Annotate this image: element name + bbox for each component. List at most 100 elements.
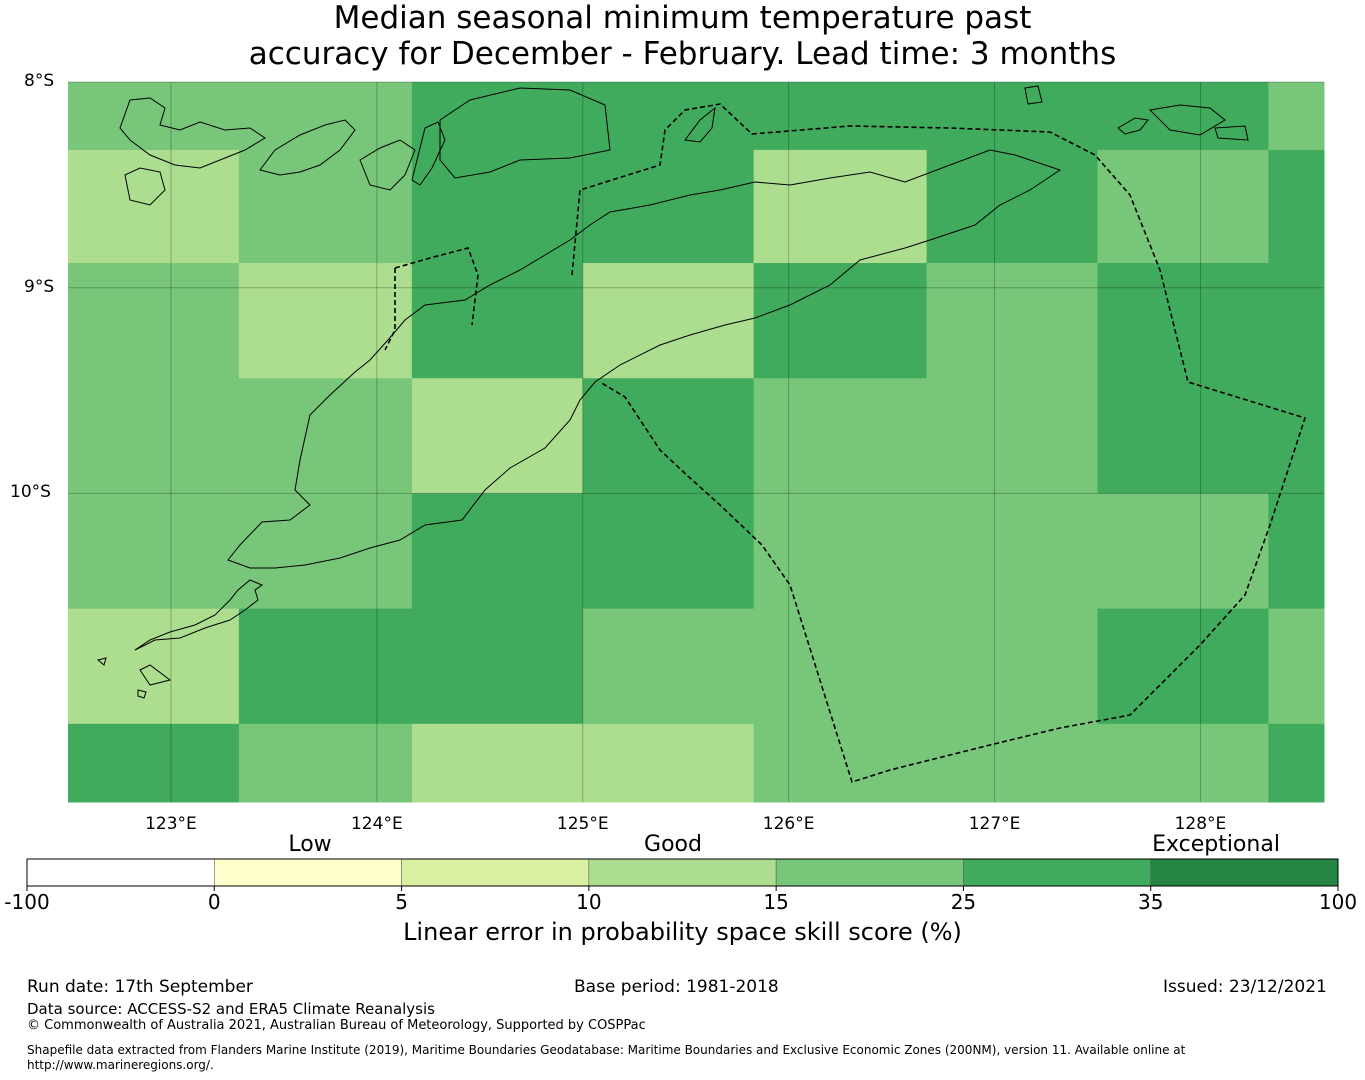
colorbar-tick-label: 35	[1137, 890, 1164, 914]
colorbar-swatch	[26, 858, 215, 887]
colorbar-tick-label: 0	[207, 890, 221, 914]
colorbar-swatch	[775, 858, 964, 887]
grid-cell	[926, 82, 1099, 151]
grid-cell	[753, 82, 928, 151]
colorbar-swatch	[401, 858, 590, 887]
grid-cell	[238, 493, 413, 610]
grid-cell	[1268, 263, 1325, 379]
grid-cell	[68, 378, 240, 494]
colorbar-tick-label: 25	[950, 890, 977, 914]
colorbar-title: Linear error in probability space skill …	[403, 918, 962, 946]
grid-cell	[411, 263, 584, 379]
grid-cell	[411, 723, 584, 803]
grid-cell	[68, 263, 240, 379]
grid-cell	[238, 378, 413, 494]
colorbar-tick-label: 10	[576, 890, 602, 914]
lat-tick-label: 9°S	[24, 276, 55, 297]
copyright: © Commonwealth of Australia 2021, Austra…	[27, 1018, 646, 1033]
shapefile-credit-line1: Shapefile data extracted from Flanders M…	[27, 1043, 1186, 1057]
grid-cell	[1097, 493, 1269, 610]
grid-cell	[68, 149, 240, 264]
colorbar-category-good: Good	[644, 832, 702, 857]
grid-cell	[926, 723, 1099, 803]
lon-tick-label: 126°E	[762, 814, 815, 834]
coastlines	[96, 85, 1249, 699]
grid-cell	[1097, 82, 1269, 151]
colorbar-tick-label: 100	[1318, 890, 1358, 914]
colorbar-tick-label: 15	[763, 890, 789, 914]
grid-cell	[582, 378, 755, 494]
grid-cell	[1268, 493, 1325, 610]
grid-cell	[926, 263, 1099, 379]
grid-cell	[411, 608, 584, 725]
colorbar-swatch	[1150, 858, 1339, 887]
lon-tick-label: 127°E	[968, 814, 1021, 834]
grid-cell	[753, 378, 928, 494]
base-period: Base period: 1981-2018	[574, 977, 779, 997]
colorbar-swatch	[963, 858, 1151, 887]
grid-cell	[926, 149, 1099, 264]
grid-cell	[238, 263, 413, 379]
lon-tick-label: 123°E	[145, 814, 197, 834]
grid-cell	[753, 263, 928, 379]
chart-title-line2: accuracy for December - February. Lead t…	[248, 36, 1117, 72]
grid-cell	[1268, 723, 1325, 803]
grid-cell	[68, 723, 240, 803]
grid-cell	[753, 723, 928, 803]
colorbar-category-low: Low	[288, 832, 332, 857]
issued-date: Issued: 23/12/2021	[1163, 977, 1327, 997]
grid-cell	[411, 149, 584, 264]
grid-cell	[411, 82, 584, 151]
grid-cell	[411, 493, 584, 610]
colorbar-border	[26, 858, 1339, 887]
grid-cell	[926, 493, 1099, 610]
grid-cell	[1268, 82, 1325, 151]
grid-cell	[411, 378, 584, 494]
grid-cell	[1097, 378, 1269, 494]
graticule	[68, 81, 1324, 802]
grid-cell	[1097, 608, 1269, 725]
grid-cell	[238, 608, 413, 725]
grid-cell	[238, 149, 413, 264]
grid-cell	[68, 608, 240, 725]
lon-tick-label: 124°E	[350, 814, 403, 834]
grid-cell	[1268, 608, 1325, 725]
grid-cell	[238, 82, 413, 151]
colorbar-swatch	[214, 858, 402, 887]
grid-cell	[753, 149, 928, 264]
lon-tick-label: 125°E	[556, 814, 609, 834]
shapefile-credit: Shapefile data extracted from Flanders M…	[27, 1043, 1227, 1073]
skill-grid	[68, 82, 1325, 803]
colorbar-tick-label: -100	[4, 890, 50, 914]
grid-cell	[753, 493, 928, 610]
colorbar	[26, 858, 1339, 891]
data-source: Data source: ACCESS-S2 and ERA5 Climate …	[27, 1000, 435, 1018]
colorbar-swatch	[588, 858, 777, 887]
grid-cell	[582, 149, 755, 264]
grid-cell	[1268, 378, 1325, 494]
grid-cell	[582, 82, 755, 151]
grid-cell	[1268, 149, 1325, 264]
chart-title-line1: Median seasonal minimum temperature past	[333, 0, 1032, 36]
lon-tick-label: 128°E	[1174, 814, 1227, 834]
colorbar-tick-label: 5	[395, 890, 408, 914]
grid-cell	[582, 493, 755, 610]
grid-cell	[1097, 723, 1269, 803]
grid-cell	[582, 723, 755, 803]
grid-cell	[582, 608, 755, 725]
grid-cell	[1097, 263, 1269, 379]
run-date: Run date: 17th September	[27, 977, 253, 997]
grid-cell	[582, 263, 755, 379]
grid-cell	[753, 608, 928, 725]
lat-tick-label: 8°S	[24, 71, 55, 91]
colorbar-category-exceptional: Exceptional	[1152, 832, 1280, 857]
lat-tick-label: 10°S	[10, 482, 51, 503]
grid-cell	[926, 378, 1099, 494]
grid-cell	[926, 608, 1099, 725]
shapefile-credit-line2: http://www.marineregions.org/.	[27, 1058, 214, 1072]
grid-cell	[238, 723, 413, 803]
maritime-boundaries	[384, 103, 1307, 784]
grid-cell	[1097, 149, 1269, 264]
grid-cell	[68, 493, 240, 610]
